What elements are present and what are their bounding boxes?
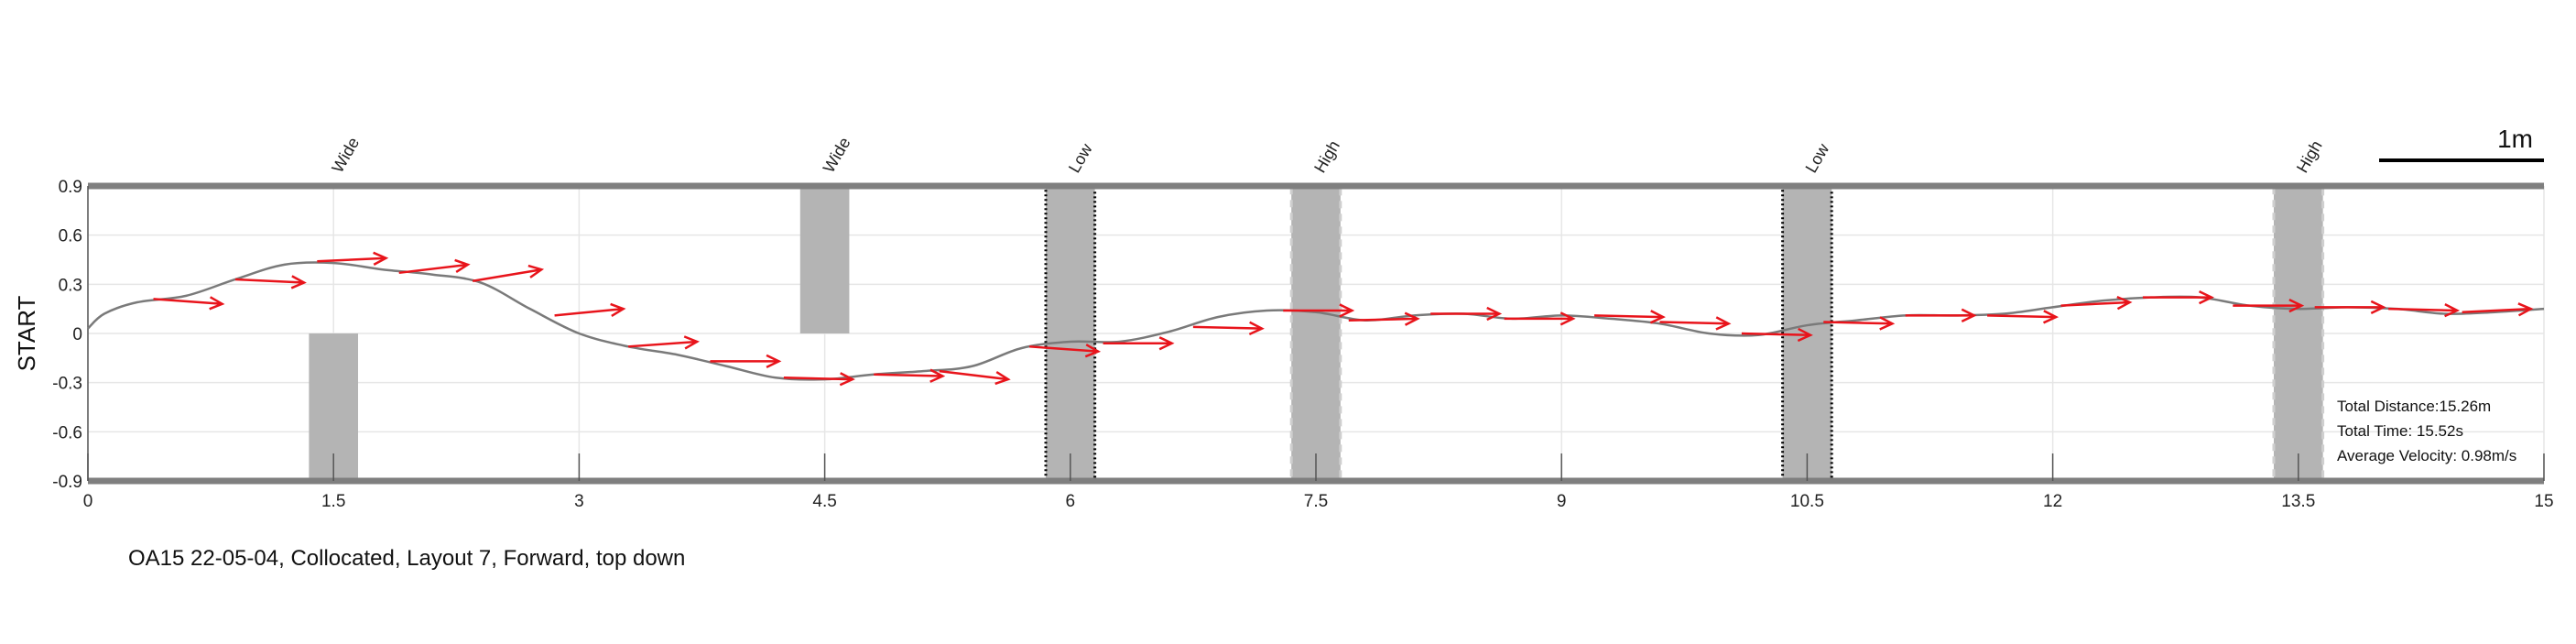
heading-arrow xyxy=(1505,312,1573,324)
x-tick-label: 3 xyxy=(574,492,584,511)
heading-arrow xyxy=(555,304,624,316)
heading-arrows xyxy=(154,253,2531,385)
arrow-shaft xyxy=(235,279,304,283)
x-tick-label: 12 xyxy=(2043,492,2062,511)
x-tick-label: 0 xyxy=(83,492,93,511)
heading-arrow xyxy=(1193,322,1262,334)
heading-arrow xyxy=(2061,297,2130,309)
stats-box: Total Distance:15.26m Total Time: 15.52s… xyxy=(2337,398,2516,464)
stat-total-distance: Total Distance:15.26m xyxy=(2337,398,2491,415)
x-tick-label: 10.5 xyxy=(1790,492,1824,511)
heading-arrow xyxy=(2233,300,2301,311)
heading-arrow xyxy=(628,336,697,348)
x-tick-label: 9 xyxy=(1557,492,1567,511)
heading-arrow xyxy=(2143,291,2212,303)
y-tick-label: -0.6 xyxy=(52,423,82,442)
arrow-shaft xyxy=(154,299,223,303)
obstacle-high xyxy=(2274,186,2323,481)
arrow-shaft xyxy=(874,375,942,377)
heading-arrow xyxy=(1430,308,1499,320)
obstacle-low xyxy=(1046,186,1095,481)
obstacle-wide xyxy=(800,186,850,333)
figure-caption: OA15 22-05-04, Collocated, Layout 7, For… xyxy=(128,546,685,572)
heading-arrow xyxy=(235,276,304,288)
x-tick-label: 15 xyxy=(2534,492,2553,511)
arrow-shaft xyxy=(1193,327,1262,329)
scale-bar-label: 1m xyxy=(2497,125,2533,153)
heading-arrow xyxy=(399,260,468,273)
x-tick-label: 7.5 xyxy=(1304,492,1328,511)
arrow-shaft xyxy=(473,269,541,281)
obstacle-label: Wide xyxy=(820,134,854,176)
heading-arrow xyxy=(2315,301,2384,313)
arrow-shaft xyxy=(2388,309,2457,311)
obstacle-label: Low xyxy=(1065,140,1096,176)
scale-bar: 1m xyxy=(2379,125,2544,160)
obstacle-high xyxy=(1291,186,1341,481)
arrow-shaft xyxy=(1987,315,2056,317)
y-tick-label: 0 xyxy=(72,325,82,344)
y-axis-label: START xyxy=(13,295,40,371)
y-tick-label: 0.9 xyxy=(59,178,82,197)
stat-average-velocity: Average Velocity: 0.98m/s xyxy=(2337,447,2516,464)
obstacle-labels: Wide Wide Low High Low High xyxy=(328,134,2325,176)
obstacle-label: Wide xyxy=(328,134,363,176)
y-tick-label: 0.6 xyxy=(59,227,82,246)
x-tick-label: 6 xyxy=(1066,492,1076,511)
heading-arrow xyxy=(940,371,1008,384)
heading-arrow xyxy=(1349,313,1418,325)
obstacle-label: Low xyxy=(1802,140,1833,176)
y-tick-label: -0.3 xyxy=(52,375,82,394)
heading-arrow xyxy=(154,297,223,309)
heading-arrow xyxy=(1742,329,1810,341)
y-tick-label: 0.3 xyxy=(59,276,82,295)
stat-total-time: Total Time: 15.52s xyxy=(2337,422,2463,440)
obstacle-label: High xyxy=(1310,137,1343,176)
y-tick-label: -0.9 xyxy=(52,473,82,492)
heading-arrow xyxy=(1659,317,1728,329)
arrow-shaft xyxy=(317,258,386,262)
arrow-shaft xyxy=(628,342,697,346)
heading-arrow xyxy=(1906,310,1974,322)
arrow-shaft xyxy=(1594,315,1663,317)
heading-arrow xyxy=(2388,304,2457,316)
arrow-shaft xyxy=(1659,322,1728,323)
x-tick-label: 4.5 xyxy=(812,492,836,511)
x-tick-label: 13.5 xyxy=(2281,492,2315,511)
obstacle-label: High xyxy=(2293,137,2326,176)
heading-arrow xyxy=(473,266,541,281)
x-tick-label: 1.5 xyxy=(321,492,345,511)
